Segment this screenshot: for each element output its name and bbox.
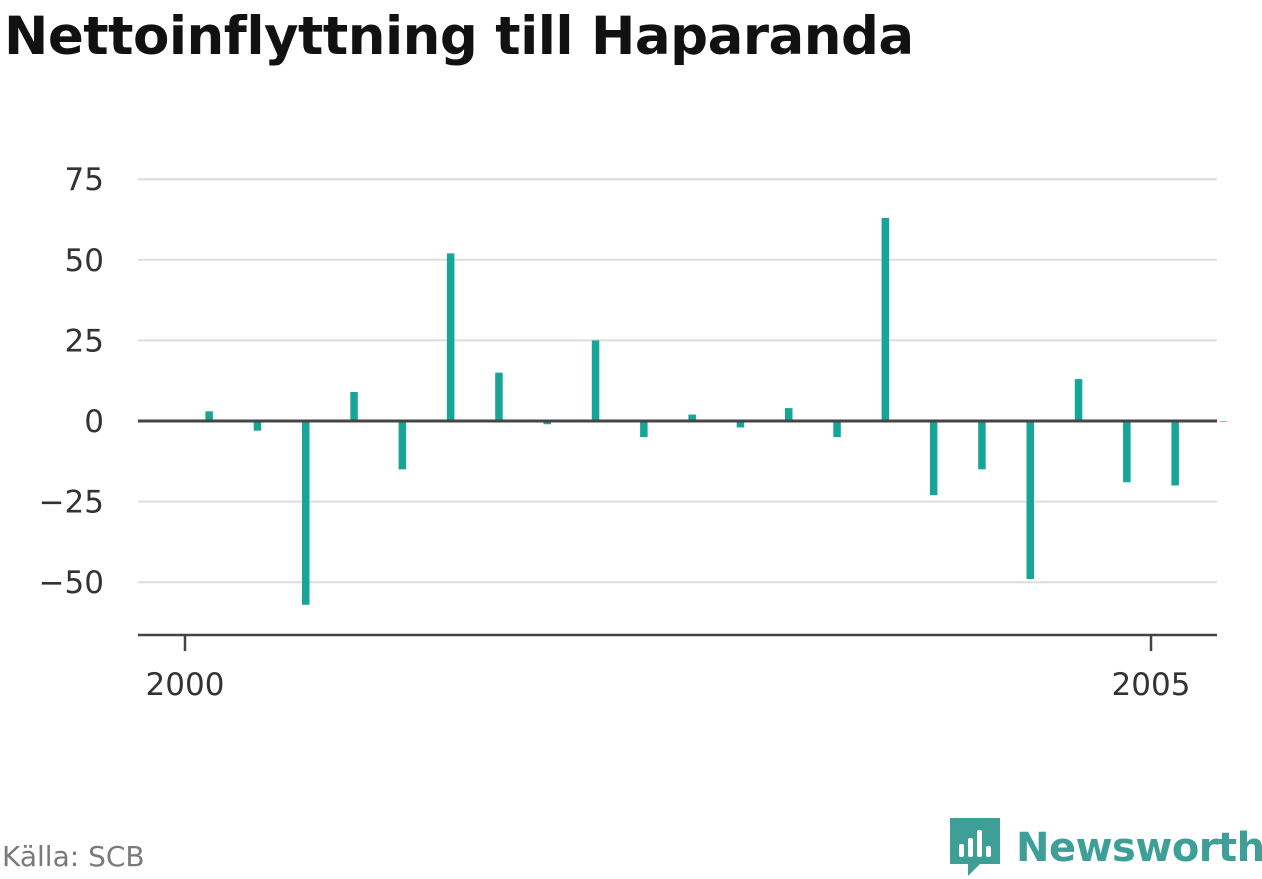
bar [929,421,938,496]
bar [543,421,551,425]
bar [446,253,455,421]
bar [881,217,890,421]
y-tick-label: −50 [39,565,104,601]
bar [350,391,358,421]
y-tick-label: 75 [65,162,104,198]
newsworthy-logo-text: Newsworthy [1016,825,1262,871]
x-tick-label: 2005 [1112,667,1191,703]
bar [785,408,793,421]
chart-title: Nettoinflyttning till Haparanda [4,6,914,67]
source-note: Källa: SCB [2,840,145,873]
bar [302,421,310,605]
bar [833,421,841,438]
gridlines [138,178,1217,584]
newsworthy-logo[interactable]: Newsworthy [950,818,1262,878]
bar [205,411,213,421]
y-tick-label: 0 [84,404,104,440]
bar [1074,379,1083,421]
bar [398,421,407,470]
bar [1026,421,1034,579]
bar [591,340,600,421]
bars [205,217,1228,605]
bar [1171,421,1179,486]
y-tick-label: 50 [65,243,104,279]
axes [138,419,1217,651]
bar [640,421,648,438]
bar [1123,421,1131,483]
bar [978,421,986,470]
y-tick-label: −25 [39,485,104,521]
bar [253,421,262,431]
x-tick-label: 2000 [146,667,225,703]
y-axis-tick-labels: 75 50 25 0 −25 −50 [39,162,104,601]
bar [1219,421,1228,422]
newsworthy-logo-icon [950,818,1000,876]
bar [736,421,745,428]
bar [495,372,503,421]
bar [688,414,696,421]
y-tick-label: 25 [65,323,104,359]
x-axis-tick-labels: 200020052010201520202025 [146,667,1191,703]
